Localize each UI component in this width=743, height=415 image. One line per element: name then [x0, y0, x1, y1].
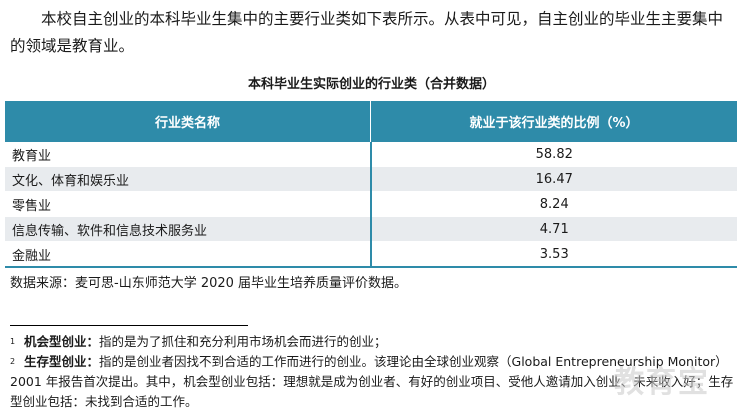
footnote-opportunity: 1 机会型创业：指的是为了抓住和充分利用市场机会而进行的创业； [10, 332, 387, 352]
footnote-number: 1 [10, 337, 16, 346]
industry-name-cell: 信息传输、软件和信息技术服务业 [5, 216, 371, 242]
percentage-cell: 16.47 [369, 166, 737, 192]
footnote-term: 生存型创业： [24, 354, 100, 369]
table-title: 本科毕业生实际创业的行业类（合并数据） [247, 77, 495, 92]
table-row: 信息传输、软件和信息技术服务业 4.71 [5, 216, 737, 242]
footnote-divider [10, 325, 248, 326]
footnote-text: 指的是创业者因找不到合适的工作而进行的创业。该理论由全球创业观察（Global … [10, 354, 734, 409]
percentage-cell: 3.53 [369, 241, 737, 268]
table-row: 金融业 3.53 [5, 241, 737, 268]
data-source-note: 数据来源：麦可思-山东师范大学 2020 届毕业生培养质量评价数据。 [10, 276, 408, 291]
industry-name-cell: 金融业 [5, 241, 371, 268]
table-row: 文化、体育和娱乐业 16.47 [5, 166, 737, 192]
percentage-cell: 4.71 [369, 216, 737, 242]
footnote-survival: 2 生存型创业：指的是创业者因找不到合适的工作而进行的创业。该理论由全球创业观察（… [10, 352, 735, 412]
percentage-cell: 58.82 [369, 142, 737, 167]
header-percentage: 就业于该行业类的比例（%） [370, 101, 737, 142]
industry-name-cell: 文化、体育和娱乐业 [5, 166, 371, 192]
table-row: 教育业 58.82 [5, 142, 737, 167]
header-industry-name: 行业类名称 [5, 101, 371, 142]
footnote-text: 指的是为了抓住和充分利用市场机会而进行的创业； [99, 334, 387, 349]
industry-table: 行业类名称 就业于该行业类的比例（%） 教育业 58.82 文化、体育和娱乐业 … [5, 101, 737, 268]
footnote-number: 2 [10, 357, 16, 366]
industry-name-cell: 零售业 [5, 191, 371, 217]
table-header-row: 行业类名称 就业于该行业类的比例（%） [5, 101, 737, 142]
footnote-term: 机会型创业： [24, 334, 100, 349]
table-row: 零售业 8.24 [5, 191, 737, 217]
industry-name-cell: 教育业 [5, 142, 371, 167]
intro-paragraph: 本校自主创业的本科毕业生集中的主要行业类如下表所示。从表中可见，自主创业的毕业生… [10, 10, 724, 55]
percentage-cell: 8.24 [369, 191, 737, 217]
